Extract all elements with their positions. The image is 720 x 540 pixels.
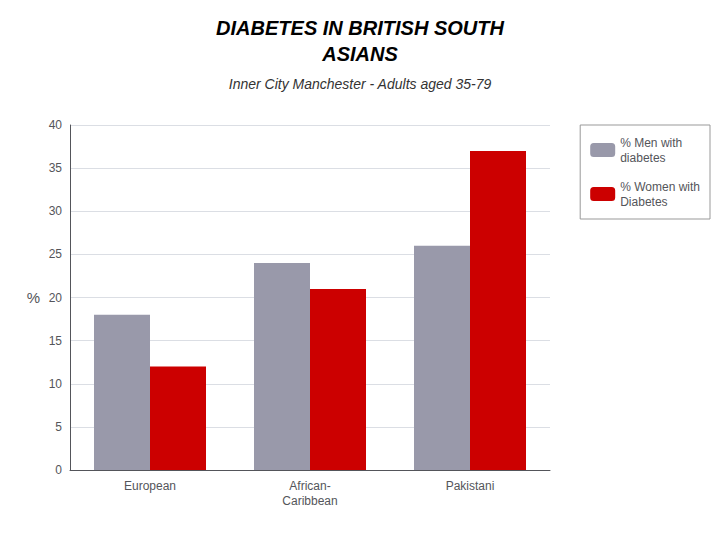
svg-text:% Men with: % Men with bbox=[620, 136, 682, 150]
svg-text:20: 20 bbox=[49, 291, 63, 305]
svg-text:0: 0 bbox=[55, 463, 62, 477]
svg-text:DIABETES IN BRITISH SOUTH: DIABETES IN BRITISH SOUTH bbox=[216, 17, 504, 39]
svg-text:%: % bbox=[27, 289, 40, 306]
svg-text:diabetes: diabetes bbox=[620, 151, 665, 165]
svg-text:25: 25 bbox=[49, 247, 63, 261]
svg-text:Inner City Manchester - Adults: Inner City Manchester - Adults aged 35-7… bbox=[229, 76, 492, 92]
svg-text:ASIANS: ASIANS bbox=[321, 43, 398, 65]
svg-text:10: 10 bbox=[49, 377, 63, 391]
svg-text:Pakistani: Pakistani bbox=[446, 479, 495, 493]
svg-text:African-: African- bbox=[289, 479, 330, 493]
svg-text:15: 15 bbox=[49, 334, 63, 348]
svg-text:Caribbean: Caribbean bbox=[282, 494, 337, 508]
svg-text:40: 40 bbox=[49, 118, 63, 132]
svg-text:5: 5 bbox=[55, 420, 62, 434]
svg-text:% Women with: % Women with bbox=[620, 180, 700, 194]
svg-text:30: 30 bbox=[49, 204, 63, 218]
svg-text:Diabetes: Diabetes bbox=[620, 195, 667, 209]
svg-text:35: 35 bbox=[49, 161, 63, 175]
svg-text:European: European bbox=[124, 479, 176, 493]
